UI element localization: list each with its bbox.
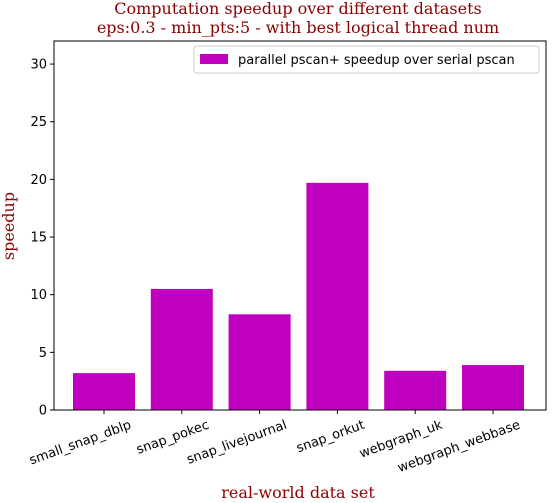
y-axis-title: speedup [0,192,18,260]
bar-snap_pokec [150,288,213,410]
bar-small_snap_dblp [73,373,135,410]
bar-webgraph_webbase [462,365,524,410]
legend-swatch [200,54,228,64]
y-tick-label: 10 [30,288,47,303]
legend: parallel pscan+ speedup over serial psca… [193,45,540,74]
x-tick-label: snap_orkut [294,418,366,457]
y-tick-label: 25 [30,115,47,130]
legend-label: parallel pscan+ speedup over serial psca… [238,53,515,68]
chart-title-line-2: eps:0.3 - min_pts:5 - with best logical … [97,18,499,37]
legend-box [193,45,540,74]
y-tick-label: 15 [30,231,47,246]
y-tick-label: 0 [39,404,47,419]
plot-frame [53,40,547,411]
y-tick-label: 20 [30,173,47,188]
x-axis-title: real-world data set [221,483,375,502]
x-tick-label: small_snap_dblp [27,418,133,469]
bar-snap_livejournal [228,314,291,410]
bar-snap_orkut [306,182,369,410]
y-tick-label: 30 [30,58,47,73]
chart-title-line-1: Computation speedup over different datas… [114,0,481,18]
bar-webgraph_uk [384,370,447,410]
y-tick-label: 5 [39,346,47,361]
